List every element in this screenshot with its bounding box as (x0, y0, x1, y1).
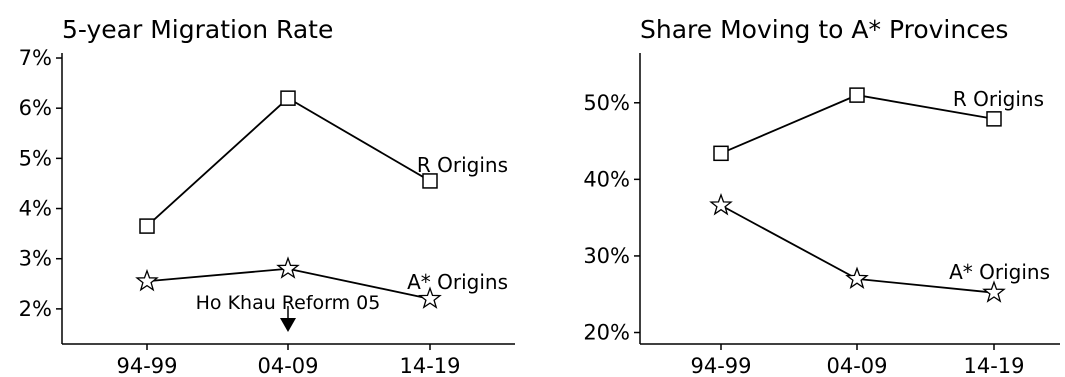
migration-rate-r-origins-line (146, 97, 431, 227)
migration-rate-r-origins-point (139, 218, 155, 234)
share-a-provinces-x-tick-label: 94-99 (690, 354, 751, 377)
share-a-provinces-y-tick-label: 40% (583, 167, 630, 191)
migration-rate-y-tick-label: 7% (19, 46, 52, 70)
reform-annotation-arrowhead (280, 318, 296, 332)
share-a-provinces-series (709, 87, 1006, 303)
share-a-provinces-y-ticks: 20% 30% 40% 50% (583, 91, 640, 345)
migration-rate-y-ticks: 2% 3% 4% 5% 6% 7% (19, 46, 62, 321)
share-a-provinces-x-ticks: 94-99 04-09 14-19 (690, 344, 1025, 377)
migration-rate-a-origins-point (276, 256, 300, 279)
migration-rate-panel: 5-year Migration Rate 2% 3% 4% 5% 6% 7% 94-99… (19, 15, 515, 377)
share-a-provinces-y-tick-label: 20% (583, 321, 630, 345)
share-a-provinces-y-tick-label: 30% (583, 244, 630, 268)
migration-rate-x-ticks: 94-99 04-09 14-19 (116, 344, 461, 377)
share-a-provinces-panel: Share Moving to A* Provinces 20% 30% 40% 50… (583, 15, 1060, 377)
migration-rate-a-origins-label: A* Origins (407, 270, 508, 294)
migration-rate-r-origins-point (422, 173, 438, 189)
share-a-provinces-x-tick-label: 14-19 (963, 354, 1024, 377)
share-a-provinces-x-tick-label: 04-09 (826, 354, 887, 377)
share-a-provinces-r-origins-label: R Origins (953, 87, 1044, 111)
share-a-provinces-a-origins-point (845, 266, 869, 289)
migration-rate-x-tick-label: 14-19 (399, 354, 460, 377)
migration-rate-y-tick-label: 6% (19, 96, 52, 120)
share-a-provinces-a-origins-point (982, 280, 1006, 303)
share-a-provinces-r-origins-point (713, 145, 729, 162)
migration-rate-y-tick-label: 4% (19, 197, 52, 221)
share-a-provinces-r-origins-point (986, 111, 1002, 127)
migration-rate-y-tick-label: 5% (19, 146, 52, 170)
share-a-provinces-title: Share Moving to A* Provinces (640, 15, 1008, 44)
migration-rate-r-origins-point (280, 90, 296, 106)
migration-rate-series (135, 90, 442, 309)
share-a-provinces-r-origins-point (849, 87, 865, 103)
migration-rate-x-tick-label: 04-09 (257, 354, 318, 377)
share-a-provinces-a-origins-label: A* Origins (949, 260, 1050, 284)
share-a-provinces-a-origins-point (709, 192, 733, 216)
migration-rate-a-origins-point (135, 268, 159, 292)
migration-rate-x-tick-label: 94-99 (116, 354, 177, 377)
migration-rate-a-origins-point (418, 286, 442, 309)
migration-rate-y-tick-label: 3% (19, 247, 52, 271)
reform-annotation-label: Ho Khau Reform 05 (196, 292, 381, 314)
migration-rate-r-origins-label: R Origins (417, 153, 508, 177)
migration-rate-y-tick-label: 2% (19, 297, 52, 321)
share-a-provinces-y-tick-label: 50% (583, 91, 630, 115)
migration-rate-title: 5-year Migration Rate (62, 15, 333, 44)
